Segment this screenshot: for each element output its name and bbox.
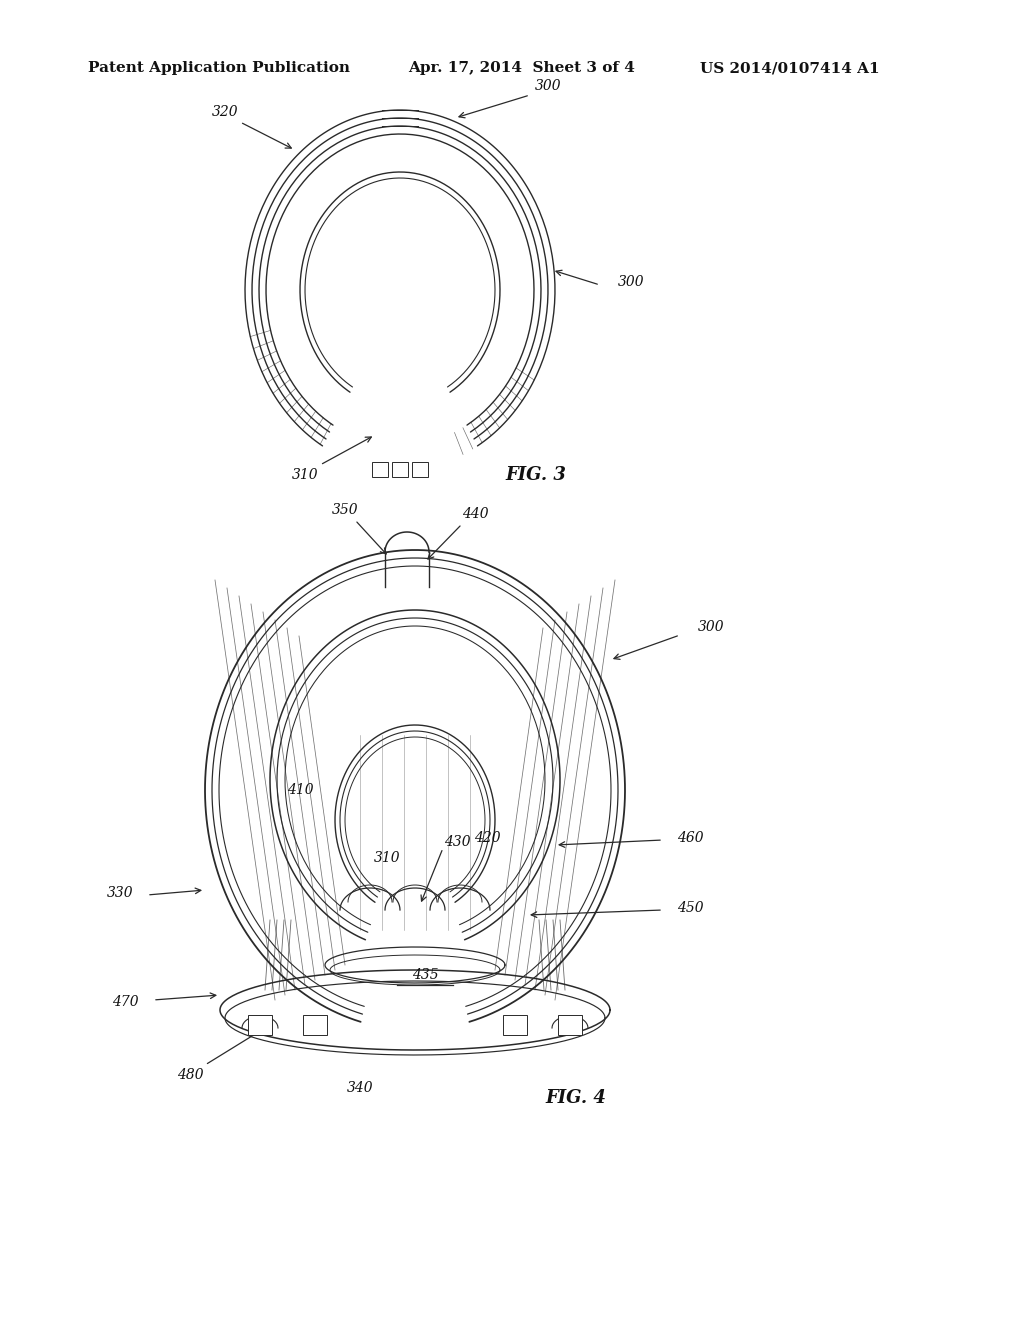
Text: 435: 435 bbox=[412, 968, 438, 982]
Text: 430: 430 bbox=[443, 836, 470, 849]
Bar bbox=[372, 462, 388, 477]
Text: 450: 450 bbox=[677, 902, 703, 915]
Bar bbox=[412, 462, 428, 477]
Text: 440: 440 bbox=[462, 507, 488, 521]
Text: 460: 460 bbox=[677, 832, 703, 845]
Text: 300: 300 bbox=[618, 275, 645, 289]
Text: 470: 470 bbox=[113, 995, 139, 1008]
Text: 410: 410 bbox=[287, 783, 313, 797]
Bar bbox=[303, 1015, 327, 1035]
Text: 310: 310 bbox=[374, 851, 400, 865]
Text: 480: 480 bbox=[177, 1068, 204, 1082]
Text: FIG. 4: FIG. 4 bbox=[545, 1089, 606, 1107]
Text: US 2014/0107414 A1: US 2014/0107414 A1 bbox=[700, 61, 880, 75]
Text: Apr. 17, 2014  Sheet 3 of 4: Apr. 17, 2014 Sheet 3 of 4 bbox=[408, 61, 635, 75]
Text: 300: 300 bbox=[698, 620, 725, 634]
Text: 310: 310 bbox=[292, 469, 318, 482]
Text: 350: 350 bbox=[332, 503, 358, 517]
Bar bbox=[248, 1015, 272, 1035]
Bar bbox=[503, 1015, 527, 1035]
Text: Patent Application Publication: Patent Application Publication bbox=[88, 61, 350, 75]
Text: 320: 320 bbox=[212, 106, 239, 119]
Text: 330: 330 bbox=[106, 886, 133, 900]
Text: 420: 420 bbox=[474, 832, 501, 845]
Bar bbox=[392, 462, 408, 477]
Text: FIG. 3: FIG. 3 bbox=[505, 466, 566, 484]
Text: 300: 300 bbox=[535, 79, 561, 92]
Bar bbox=[558, 1015, 582, 1035]
Text: 340: 340 bbox=[347, 1081, 374, 1096]
